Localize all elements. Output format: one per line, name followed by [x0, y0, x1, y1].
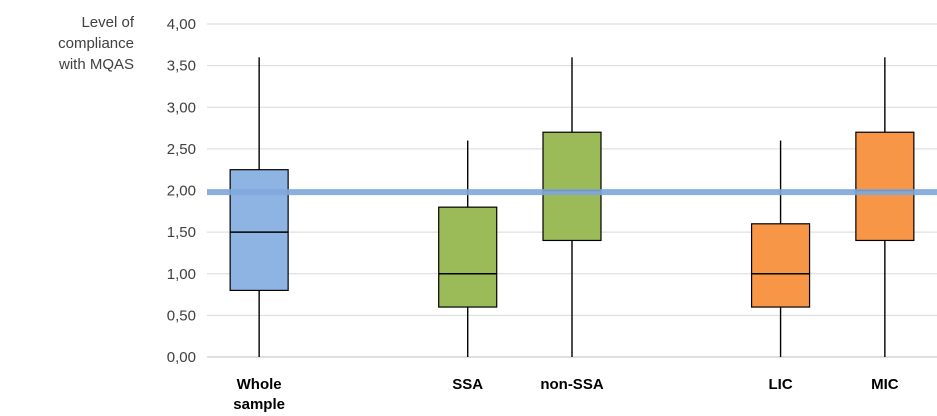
x-category-label: non-SSA: [540, 376, 603, 393]
y-tick-label: 3,00: [167, 99, 196, 116]
y-axis-title: Level of compliance with MQAS: [58, 12, 134, 75]
x-category-label: SSA: [452, 376, 483, 393]
x-category-label: sample: [233, 396, 285, 413]
box: [542, 131, 602, 242]
whiskers: [258, 57, 886, 357]
y-tick-label: 2,00: [167, 183, 196, 200]
y-tick-label: 0,00: [167, 349, 196, 366]
x-category-label: MIC: [871, 376, 899, 393]
x-axis-labels: Whole sample SSA non-SSA LIC MIC: [233, 376, 898, 413]
box: [855, 131, 915, 242]
y-tick-label: 1,50: [167, 224, 196, 241]
y-tick-label: 1,00: [167, 266, 196, 283]
y-axis-title-line-2: compliance: [58, 35, 134, 52]
y-tick-label: 3,50: [167, 58, 196, 75]
y-axis-ticks: 0,00 0,50 1,00 1,50 2,00 2,50 3,00 3,50 4,00: [167, 16, 196, 366]
box: [229, 169, 289, 292]
y-tick-label: 4,00: [167, 16, 196, 33]
y-axis-title-line-1: Level of: [81, 14, 134, 31]
y-axis-title-line-3: with MQAS: [58, 56, 134, 73]
box: [438, 206, 498, 308]
x-category-label: Whole: [237, 376, 282, 393]
x-category-label: LIC: [768, 376, 792, 393]
box: [750, 223, 811, 308]
y-tick-label: 2,50: [167, 141, 196, 158]
y-tick-label: 0,50: [167, 307, 196, 324]
